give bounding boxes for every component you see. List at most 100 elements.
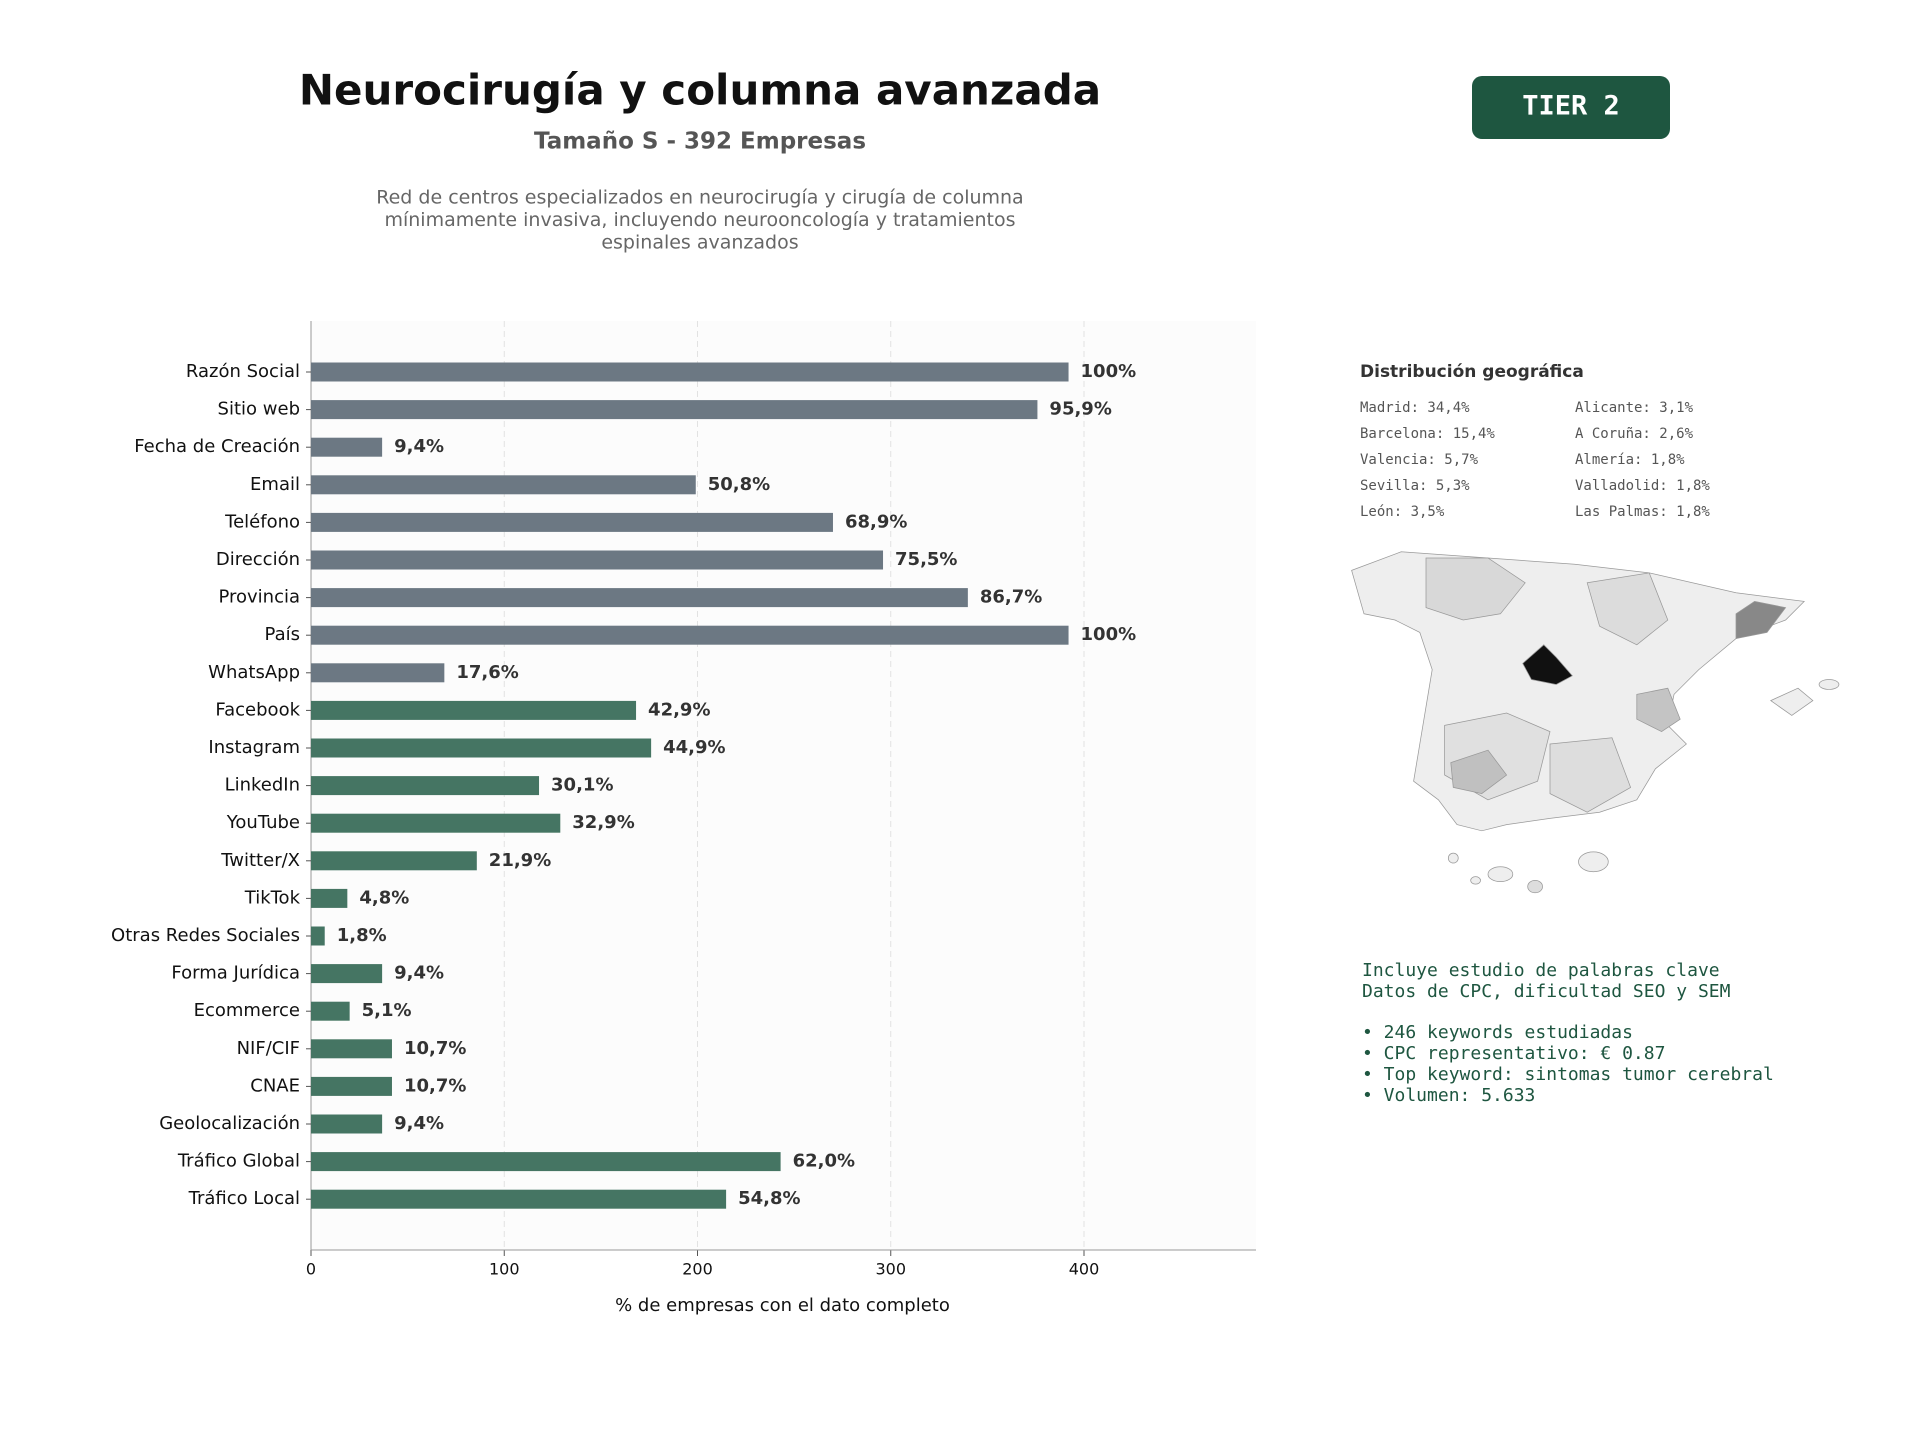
- bar: [311, 1039, 392, 1059]
- value-label: 30,1%: [551, 775, 613, 796]
- canaries: [1578, 851, 1609, 873]
- bar: [311, 888, 348, 908]
- value-label: 75,5%: [895, 549, 957, 570]
- geo-list: Madrid: 34,4% Barcelona: 15,4% Valencia: 5…: [1360, 400, 1710, 520]
- y-tick-label: Provincia: [218, 587, 300, 608]
- y-tick-label: CNAE: [250, 1075, 300, 1096]
- y-tick-label: Forma Jurídica: [171, 963, 300, 984]
- bar: [311, 362, 1069, 382]
- keyword-bullet: • CPC representativo: € 0.87: [1362, 1043, 1665, 1064]
- keyword-bullet: • Top keyword: sintomas tumor cerebral: [1362, 1064, 1774, 1085]
- bar: [311, 1114, 383, 1134]
- madrid: [1522, 644, 1573, 685]
- description-line: espinales avanzados: [601, 232, 798, 254]
- bar: [311, 400, 1038, 420]
- bar: [311, 776, 540, 796]
- value-label: 68,9%: [845, 511, 907, 532]
- description-line: mínimamente invasiva, incluyendo neuroon…: [384, 209, 1015, 231]
- value-label: 86,7%: [980, 587, 1042, 608]
- geo-item: Alicante: 3,1%: [1575, 400, 1694, 416]
- x-tick-label: 400: [1069, 1260, 1100, 1279]
- value-label: 9,4%: [394, 436, 444, 457]
- y-tick-label: Geolocalización: [159, 1113, 300, 1134]
- bar: [311, 550, 884, 570]
- canaries: [1527, 880, 1543, 894]
- y-tick-label: YouTube: [226, 812, 300, 833]
- bar: [311, 1152, 781, 1172]
- y-tick-label: Teléfono: [224, 511, 300, 532]
- bar-chart: 0 100 200 300 400 % de empresas con el dato c…: [111, 321, 1256, 1316]
- y-tick-label: Facebook: [215, 699, 300, 720]
- value-label: 17,6%: [456, 662, 518, 683]
- y-tick-label: Instagram: [208, 737, 300, 758]
- geo-title: Distribución geográfica: [1360, 362, 1584, 382]
- geo-item: León: 3,5%: [1360, 504, 1445, 520]
- bar: [311, 588, 968, 608]
- region: [1586, 572, 1669, 646]
- region: [1425, 557, 1526, 621]
- valencia: [1636, 687, 1681, 733]
- y-tick-label: Razón Social: [186, 361, 300, 382]
- bar: [311, 625, 1069, 645]
- subtitle: Tamaño S - 392 Empresas: [534, 129, 866, 155]
- value-label: 100%: [1081, 361, 1137, 382]
- y-tick-label: País: [265, 624, 300, 645]
- value-label: 54,8%: [738, 1188, 800, 1209]
- y-tick-label: Twitter/X: [220, 850, 300, 871]
- value-label: 9,4%: [394, 1113, 444, 1134]
- bar: [311, 851, 477, 871]
- balearics: [1769, 687, 1814, 716]
- title: Neurocirugía y columna avanzada: [299, 66, 1101, 115]
- value-label: 44,9%: [663, 737, 725, 758]
- keyword-bullet: • Volumen: 5.633: [1362, 1085, 1535, 1106]
- y-tick-label: Dirección: [216, 549, 300, 570]
- description: Red de centros especializados en neuroci…: [376, 187, 1023, 254]
- bar: [311, 663, 445, 683]
- bar: [311, 1001, 350, 1021]
- sevilla: [1450, 749, 1508, 794]
- bar: [311, 1076, 392, 1096]
- canaries: [1447, 852, 1459, 864]
- geo-item: A Coruña: 2,6%: [1575, 426, 1694, 442]
- value-label: 4,8%: [359, 887, 409, 908]
- geo-item: Madrid: 34,4%: [1360, 400, 1470, 416]
- y-tick-label: TikTok: [244, 887, 301, 908]
- value-label: 1,8%: [337, 925, 387, 946]
- y-tick-label: Fecha de Creación: [134, 436, 300, 457]
- bar: [311, 437, 383, 457]
- bar: [311, 926, 325, 946]
- y-tick-label: LinkedIn: [225, 775, 300, 796]
- value-label: 32,9%: [572, 812, 634, 833]
- keyword-bullet: • 246 keywords estudiadas: [1362, 1022, 1633, 1043]
- y-tick-label: Otras Redes Sociales: [111, 925, 300, 946]
- bar: [311, 512, 833, 532]
- keyword-intro: Incluye estudio de palabras clave: [1362, 960, 1720, 981]
- x-tick-label: 0: [306, 1260, 316, 1279]
- spain-map: [1351, 551, 1840, 894]
- geo-item: Valencia: 5,7%: [1360, 452, 1479, 468]
- bar: [311, 964, 383, 984]
- y-tick-label: Tráfico Global: [177, 1151, 300, 1172]
- badge: [1472, 76, 1670, 139]
- value-label: 100%: [1081, 624, 1137, 645]
- geo-item: Valladolid: 1,8%: [1575, 478, 1710, 494]
- y-tick-label: WhatsApp: [208, 662, 300, 683]
- x-tick-label: 300: [875, 1260, 906, 1279]
- badge-text: TIER 2: [1522, 91, 1620, 122]
- canaries: [1470, 876, 1481, 885]
- value-label: 10,7%: [404, 1075, 466, 1096]
- description-line: Red de centros especializados en neuroci…: [376, 187, 1023, 209]
- x-axis-label: % de empresas con el dato completo: [615, 1295, 950, 1316]
- y-tick-label: Ecommerce: [194, 1000, 300, 1021]
- balearics: [1818, 679, 1840, 690]
- y-tick-label: Email: [250, 474, 300, 495]
- value-label: 62,0%: [793, 1151, 855, 1172]
- canaries: [1487, 866, 1514, 883]
- y-tick-label: Sitio web: [218, 399, 300, 420]
- y-tick-label: Tráfico Local: [188, 1188, 300, 1209]
- geo-item: Sevilla: 5,3%: [1360, 478, 1470, 494]
- x-tick-label: 100: [489, 1260, 520, 1279]
- value-label: 95,9%: [1049, 399, 1111, 420]
